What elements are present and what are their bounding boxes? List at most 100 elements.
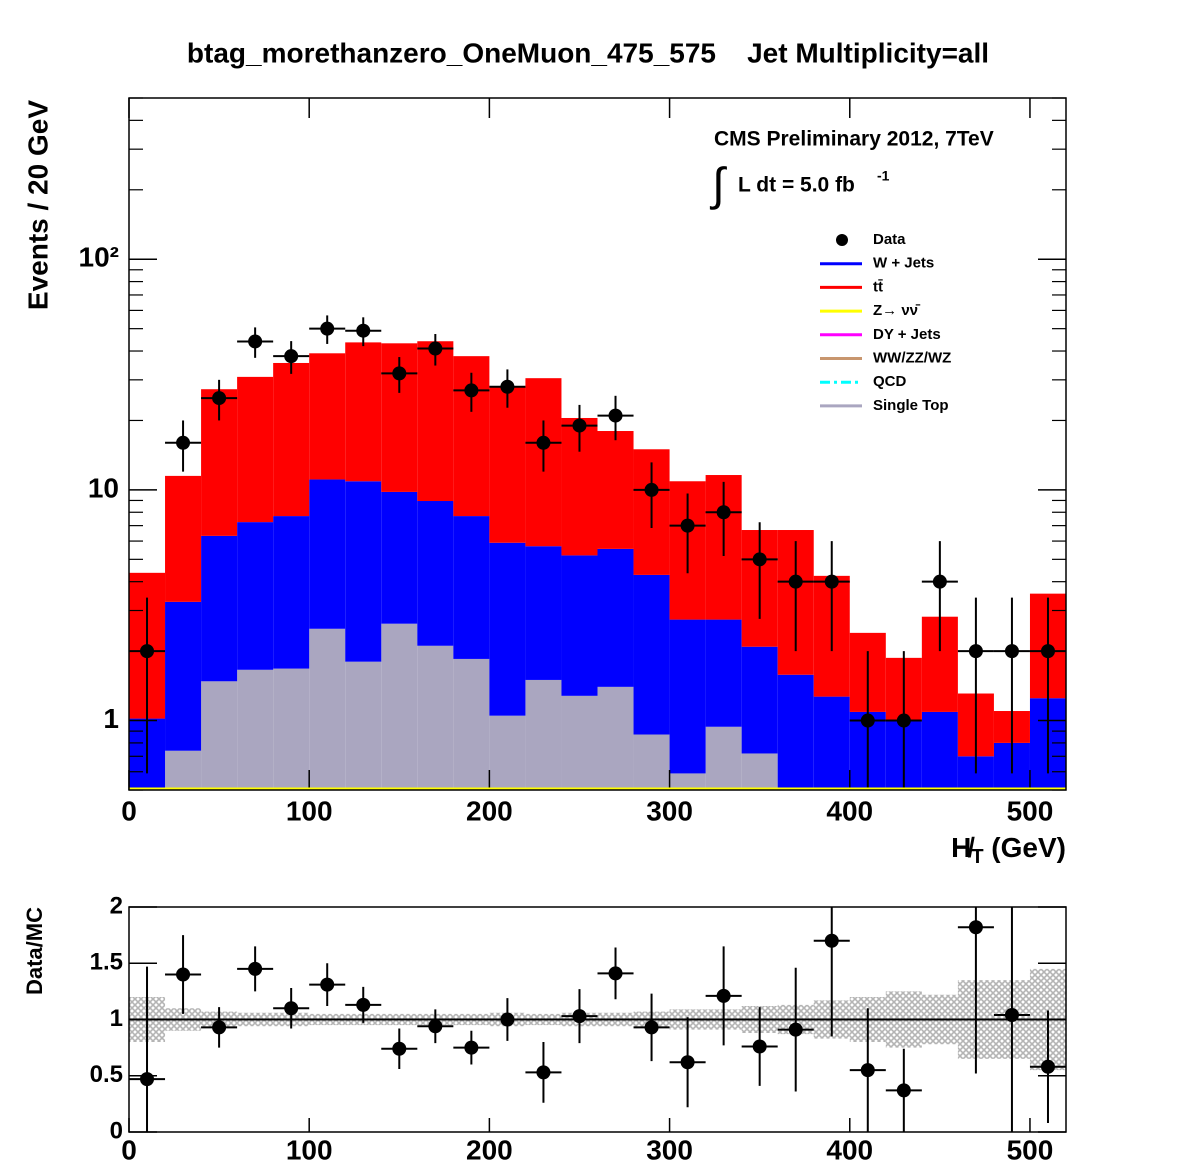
- x-tick-label: 300: [646, 1134, 693, 1165]
- x-tick-label: 100: [286, 1134, 333, 1165]
- stack-bar: [705, 619, 742, 727]
- stack-bar: [525, 679, 562, 790]
- data-point: [356, 323, 371, 338]
- x-axis-title-main: H̸: [951, 832, 975, 863]
- stack-bar: [489, 387, 526, 543]
- data-point: [716, 988, 731, 1003]
- data-point: [644, 482, 659, 497]
- data-point: [824, 574, 839, 589]
- data-point: [140, 1072, 155, 1087]
- stack-bar: [381, 491, 418, 624]
- stack-bar: [561, 555, 598, 696]
- legend-label: Single Top: [873, 397, 949, 414]
- x-tick-label: 300: [646, 795, 693, 826]
- data-point: [572, 418, 587, 433]
- data-point: [392, 366, 407, 381]
- stack-bar: [309, 628, 346, 790]
- stack-bar: [273, 362, 310, 517]
- x-tick-label: 500: [1007, 795, 1054, 826]
- stack-bar: [381, 623, 418, 790]
- stack-bar: [237, 376, 274, 523]
- stack-bar: [453, 516, 490, 659]
- x-tick-label: 200: [466, 1134, 513, 1165]
- data-point: [392, 1041, 407, 1056]
- data-point: [320, 321, 335, 336]
- stack-bar: [741, 646, 778, 754]
- main-frame: [128, 97, 1067, 791]
- stack-bar: [165, 475, 202, 602]
- legend-label: QCD: [873, 373, 907, 390]
- stack-bar: [921, 711, 958, 790]
- data-point: [536, 1065, 551, 1080]
- stack-bar: [345, 481, 382, 662]
- stack-bar: [597, 686, 634, 790]
- stack-bar: [273, 516, 310, 669]
- data-point: [284, 1001, 299, 1016]
- data-point: [464, 383, 479, 398]
- data-point: [608, 408, 623, 423]
- x-axis-title: H̸T (GeV): [951, 832, 1066, 868]
- data-point: [248, 334, 263, 349]
- ratio-y-axis-title: Data/MC: [22, 907, 47, 995]
- integral-sign: ∫: [709, 158, 727, 210]
- data-point: [176, 435, 191, 450]
- stack-bar: [813, 696, 850, 790]
- data-point: [1040, 644, 1055, 659]
- stack-bar: [741, 753, 778, 790]
- data-point: [248, 961, 263, 976]
- x-tick-label: 0: [121, 1134, 137, 1165]
- main-pad: 0 100 200 300 400 500 1 10 10² Data W + Jets tt̄ Z→ …: [79, 97, 1066, 826]
- x-tick-label: 400: [826, 795, 873, 826]
- legend-label: Data: [873, 231, 906, 248]
- data-point: [320, 977, 335, 992]
- data-point: [644, 1020, 659, 1035]
- data-point: [680, 1055, 695, 1070]
- data-point: [932, 574, 947, 589]
- stack-bar: [489, 715, 526, 790]
- stack-bar: [309, 353, 346, 480]
- x-tick-label: 200: [466, 795, 513, 826]
- data-point: [788, 1022, 803, 1037]
- x-tick-label: 400: [826, 1134, 873, 1165]
- data-point: [608, 966, 623, 981]
- stack-bar: [201, 681, 238, 790]
- legend-label: W + Jets: [873, 255, 934, 272]
- data-point: [860, 1063, 875, 1078]
- x-tick-label: 100: [286, 795, 333, 826]
- stack-bar: [165, 601, 202, 751]
- stack-bar: [417, 341, 454, 502]
- stack-bar: [669, 619, 706, 774]
- y-tick-label: 0.5: [90, 1061, 123, 1088]
- lumi-exponent: -1: [877, 168, 890, 184]
- x-tick-label: 500: [1007, 1134, 1054, 1165]
- x-tick-label: 0: [121, 795, 137, 826]
- data-point: [572, 1009, 587, 1024]
- x-axis-title-sub: T: [971, 846, 983, 868]
- y-tick-label: 10²: [79, 242, 119, 273]
- data-point: [536, 435, 551, 450]
- y-tick-label: 2: [110, 892, 123, 919]
- ratio-pad: 0 100 200 300 400 500 0 0.5 1 1.5 2: [90, 892, 1066, 1165]
- data-point: [752, 1039, 767, 1054]
- stack-bar: [561, 695, 598, 790]
- stack-bar: [669, 773, 706, 790]
- data-point: [968, 920, 983, 935]
- data-point: [896, 713, 911, 728]
- stack-bar: [273, 668, 310, 790]
- stack-bar: [633, 574, 670, 735]
- data-point: [1040, 1059, 1055, 1074]
- y-tick-label: 1: [103, 703, 119, 734]
- stack-bar: [489, 542, 526, 716]
- data-point: [680, 518, 695, 533]
- data-point: [428, 1019, 443, 1034]
- stack-bar: [597, 431, 634, 549]
- stack-bar: [705, 726, 742, 790]
- y-tick-label: 10: [88, 472, 119, 503]
- data-point: [1004, 1008, 1019, 1022]
- data-point: [824, 933, 839, 948]
- data-point: [788, 574, 803, 589]
- stack-bar: [597, 548, 634, 687]
- y-axis-title: Events / 20 GeV: [22, 100, 53, 310]
- data-point: [140, 644, 155, 659]
- chart-title: btag_morethanzero_OneMuon_475_575 Jet Mu…: [187, 37, 989, 68]
